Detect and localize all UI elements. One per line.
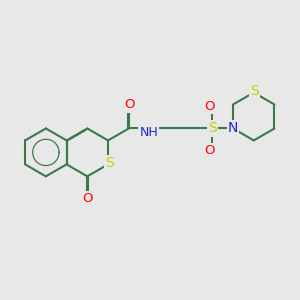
Text: S: S xyxy=(250,84,259,98)
Text: O: O xyxy=(204,100,214,113)
Text: S: S xyxy=(105,156,113,170)
Text: O: O xyxy=(124,98,135,112)
Text: O: O xyxy=(204,144,214,157)
Text: O: O xyxy=(82,192,93,205)
Text: N: N xyxy=(228,122,238,136)
Text: NH: NH xyxy=(140,126,158,139)
Text: S: S xyxy=(208,122,217,136)
